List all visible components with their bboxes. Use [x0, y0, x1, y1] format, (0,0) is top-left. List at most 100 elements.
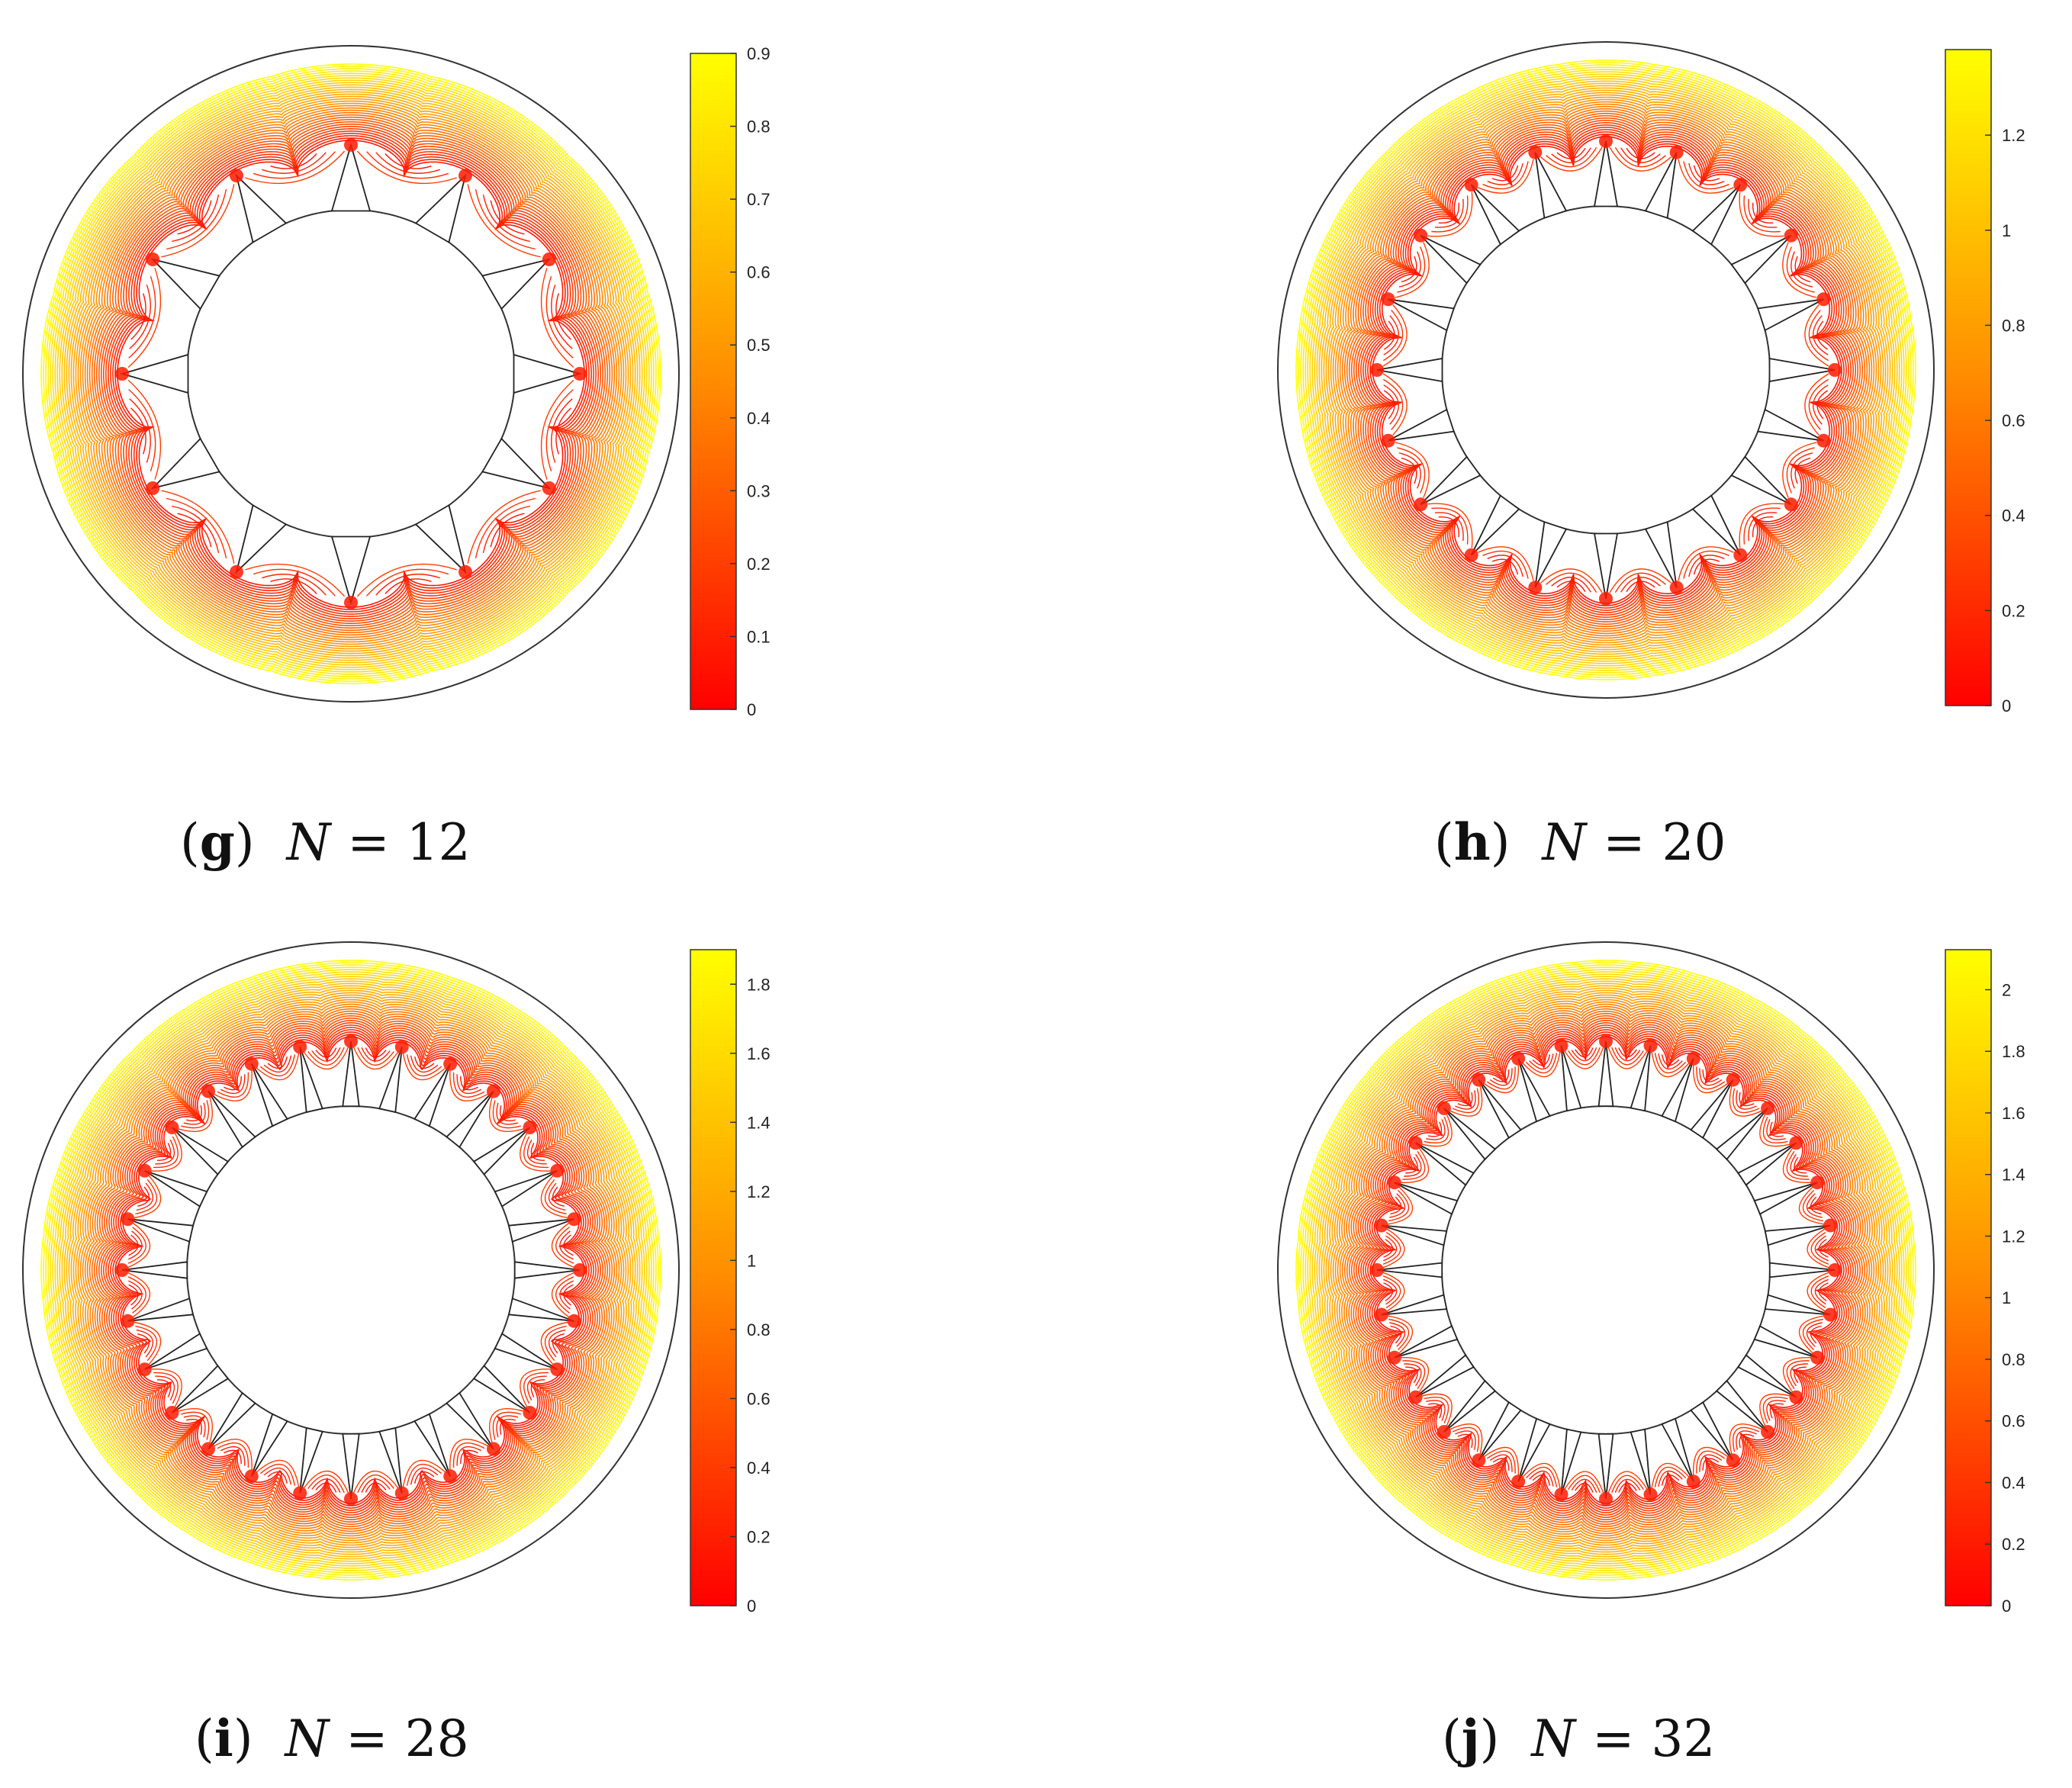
- slit-tip: [1733, 178, 1748, 192]
- contour-line: [108, 130, 594, 617]
- tip-loop: [1810, 1232, 1829, 1265]
- contour-line: [105, 127, 597, 620]
- tip-loop: [129, 398, 151, 463]
- tip-loop: [177, 513, 212, 548]
- slit-tip: [1374, 1307, 1388, 1322]
- tip-loop: [1383, 1278, 1398, 1305]
- tip-loop: [307, 1047, 345, 1066]
- tip-loop: [1810, 1275, 1829, 1308]
- tip-loop: [1688, 162, 1725, 185]
- tip-loop: [1794, 457, 1811, 484]
- slit-tip: [1643, 1487, 1658, 1502]
- tip-loop: [527, 1375, 547, 1401]
- slit-tip: [1464, 548, 1478, 562]
- tip-loop: [151, 1368, 182, 1407]
- tip-loop: [492, 1411, 521, 1440]
- colorbar-tick-label: 0: [747, 1597, 756, 1616]
- tip-loop: [1683, 161, 1729, 190]
- colorbar-tick-label: 0: [2002, 696, 2011, 716]
- slit: [1560, 1428, 1582, 1495]
- slit: [1415, 1354, 1475, 1398]
- colorbar-tick-label: 0.4: [2002, 506, 2025, 526]
- tip-loop: [135, 1179, 157, 1215]
- contour-line: [1348, 1012, 1864, 1528]
- contour-line: [52, 75, 650, 673]
- tip-loop: [1427, 503, 1473, 548]
- contour-line: [54, 973, 648, 1567]
- tip-loop: [135, 1325, 157, 1362]
- slit: [1757, 298, 1824, 332]
- tip-loop: [1483, 1446, 1520, 1475]
- contour-line: [1367, 131, 1845, 609]
- contour-line: [1316, 80, 1896, 660]
- contour-line: [1353, 1017, 1858, 1523]
- contour-line: [1298, 62, 1914, 678]
- tip-loop: [245, 150, 346, 185]
- contour-line: [86, 109, 616, 638]
- tip-loop: [1766, 1119, 1786, 1140]
- tip-loop: [1575, 1482, 1594, 1493]
- slit: [413, 1063, 452, 1127]
- contour-line: [1318, 82, 1893, 658]
- tip-loop: [1688, 555, 1725, 577]
- contour-line: [1318, 982, 1893, 1558]
- tip-loop: [1434, 512, 1464, 542]
- slit: [208, 1391, 256, 1450]
- contour-line: [56, 976, 645, 1564]
- slit-tip: [394, 1486, 409, 1500]
- tip-loop: [1388, 1318, 1410, 1351]
- tip-loop: [1427, 191, 1473, 237]
- tip-loop: [1431, 507, 1469, 545]
- contour-line: [1337, 101, 1875, 639]
- colorbar-tick-label: 0.4: [747, 1458, 771, 1478]
- tip-loop: [1427, 1403, 1443, 1419]
- caption-equals: =: [1592, 1709, 1635, 1768]
- slit-tip: [344, 138, 358, 152]
- slit: [127, 1298, 195, 1322]
- tip-loop: [1807, 1272, 1829, 1312]
- caption-variable: N: [1531, 1709, 1576, 1768]
- colorbar-tick-label: 1.2: [2002, 1227, 2025, 1246]
- colorbar-tick-label: 0.5: [747, 336, 771, 355]
- colorbar-tick-label: 0.3: [747, 481, 771, 500]
- tip-loop: [256, 1053, 300, 1081]
- slit: [1478, 1079, 1522, 1139]
- contour-line: [1311, 976, 1900, 1564]
- tip-loop: [530, 1143, 545, 1161]
- tip-loop: [1383, 384, 1399, 425]
- slit: [119, 353, 189, 394]
- contour-line: [1359, 1024, 1852, 1516]
- slit: [472, 1127, 531, 1175]
- slit-tip: [1789, 1136, 1803, 1150]
- slit-tip: [115, 1263, 129, 1277]
- contour-line: [1295, 960, 1916, 1581]
- tip-loop: [1401, 256, 1417, 283]
- tip-loop: [1489, 1454, 1513, 1472]
- slits: [115, 138, 587, 609]
- slit-tip: [1726, 1453, 1740, 1468]
- contour-line: [72, 95, 629, 652]
- tip-loop: [1786, 246, 1815, 293]
- tip-loop: [1486, 1450, 1516, 1474]
- slit: [1517, 1058, 1551, 1123]
- tip-loop: [414, 1471, 435, 1484]
- tip-loop: [356, 563, 457, 597]
- tip-loop: [1614, 1478, 1641, 1493]
- slit-tip: [1761, 1101, 1775, 1115]
- slit-tip: [487, 1442, 500, 1456]
- tip-loop: [1816, 390, 1829, 420]
- slit-tip: [394, 1040, 409, 1054]
- slit: [481, 258, 552, 310]
- panel-j: 0 0.2 0.4 0.6 0.8 1 1.2 1.4 1.6 1.8 2: [1277, 941, 2041, 1629]
- slit-tip: [1437, 1101, 1451, 1115]
- slit: [299, 1047, 323, 1114]
- tip-loop: [1398, 251, 1421, 288]
- slit: [1661, 1417, 1694, 1482]
- tip-loop: [527, 1139, 547, 1165]
- tip-loop: [540, 1321, 568, 1365]
- tip-loop: [1395, 442, 1430, 498]
- contour-line: [1334, 98, 1877, 642]
- outer-boundary: [22, 941, 680, 1599]
- tip-loop: [1383, 1235, 1398, 1262]
- tip-loop: [1482, 161, 1529, 190]
